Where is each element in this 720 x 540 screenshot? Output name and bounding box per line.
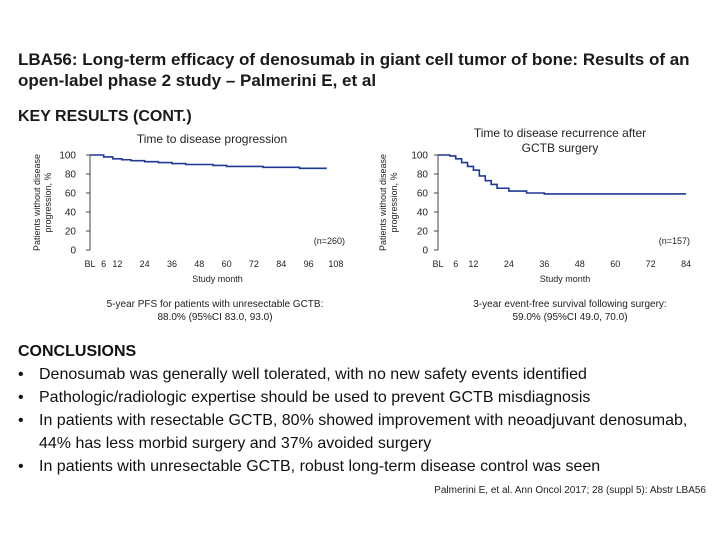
x-tick-label: 48 bbox=[194, 259, 204, 269]
y-axis-label-line: Patients without disease bbox=[378, 154, 388, 251]
n-label: (n=157) bbox=[659, 236, 690, 246]
km-curve bbox=[90, 154, 327, 170]
x-tick-label: 12 bbox=[112, 259, 122, 269]
y-axis-label: Patients without diseaseprogression, % bbox=[32, 154, 53, 251]
x-tick-label: 72 bbox=[646, 259, 656, 269]
x-tick-label: 60 bbox=[222, 259, 232, 269]
chart-time-to-progression: Time to disease progression Patients with… bbox=[0, 125, 370, 290]
km-curve bbox=[438, 154, 687, 195]
x-tick-label: 24 bbox=[504, 259, 514, 269]
y-tick-label: 100 bbox=[59, 151, 76, 162]
citation: Palmerini E, et al. Ann Oncol 2017; 28 (… bbox=[434, 485, 706, 496]
x-tick-label: 72 bbox=[249, 259, 259, 269]
y-axis-label-line: progression, % bbox=[43, 172, 53, 232]
x-tick-label: 12 bbox=[468, 259, 478, 269]
conclusions-heading: CONCLUSIONS bbox=[18, 343, 137, 360]
x-tick-label: 48 bbox=[575, 259, 585, 269]
chart-title-line: Time to disease recurrence after bbox=[474, 126, 646, 140]
x-tick-label: 6 bbox=[453, 259, 458, 269]
y-tick-label: 20 bbox=[417, 227, 429, 238]
y-tick-label: 100 bbox=[411, 151, 428, 162]
conclusion-item: In patients with unresectable GCTB, robu… bbox=[18, 455, 708, 478]
y-tick-label: 40 bbox=[417, 208, 429, 219]
caption-progression: 5-year PFS for patients with unresectabl… bbox=[60, 298, 370, 324]
y-axis-label: Patients without diseaseprogression, % bbox=[378, 154, 399, 251]
chart-title: Time to disease progression bbox=[137, 132, 287, 146]
x-tick-label: 6 bbox=[101, 259, 106, 269]
conclusions-list: Denosumab was generally well tolerated, … bbox=[18, 363, 708, 478]
chart-title: Time to disease recurrence after GCTB sur… bbox=[474, 126, 646, 155]
y-tick-label: 0 bbox=[70, 246, 76, 257]
y-tick-label: 60 bbox=[65, 189, 77, 200]
y-tick-label: 80 bbox=[417, 170, 429, 181]
x-tick-label: 84 bbox=[276, 259, 286, 269]
chart-svg-recurrence: Time to disease recurrence after GCTB sur… bbox=[378, 126, 691, 284]
x-tick-label: 108 bbox=[328, 259, 343, 269]
section-heading: KEY RESULTS (CONT.) bbox=[18, 108, 192, 125]
y-tick-label: 0 bbox=[422, 246, 428, 257]
y-tick-label: 40 bbox=[65, 208, 77, 219]
caption-progression-text: 5-year PFS for patients with unresectabl… bbox=[106, 299, 324, 323]
x-tick-label: 24 bbox=[140, 259, 150, 269]
conclusions: CONCLUSIONS Denosumab was generally well… bbox=[18, 340, 708, 478]
x-tick-label: 36 bbox=[539, 259, 549, 269]
conclusion-item: Pathologic/radiologic expertise should b… bbox=[18, 386, 708, 409]
x-tick-label: 60 bbox=[610, 259, 620, 269]
x-tick-label: 84 bbox=[681, 259, 691, 269]
x-tick-label: BL bbox=[432, 259, 443, 269]
x-axis-label: Study month bbox=[540, 274, 591, 284]
chart-time-to-recurrence: Time to disease recurrence after GCTB sur… bbox=[360, 125, 720, 290]
caption-recurrence: 3-year event-free survival following sur… bbox=[420, 298, 720, 324]
x-tick-label: BL bbox=[84, 259, 95, 269]
x-axis-label: Study month bbox=[192, 274, 243, 284]
caption-recurrence-text: 3-year event-free survival following sur… bbox=[473, 299, 667, 323]
y-axis-label-line: progression, % bbox=[389, 172, 399, 232]
chart-title-line: GCTB surgery bbox=[522, 141, 599, 155]
y-tick-label: 20 bbox=[65, 227, 77, 238]
x-tick-label: 36 bbox=[167, 259, 177, 269]
slide-title: LBA56: Long-term efficacy of denosumab i… bbox=[18, 50, 690, 90]
conclusion-item: In patients with resectable GCTB, 80% sh… bbox=[18, 409, 708, 455]
n-label: (n=260) bbox=[314, 236, 345, 246]
y-tick-label: 60 bbox=[417, 189, 429, 200]
y-tick-label: 80 bbox=[65, 170, 77, 181]
y-axis-label-line: Patients without disease bbox=[32, 154, 42, 251]
chart-svg-progression: Time to disease progression Patients with… bbox=[32, 132, 345, 284]
conclusion-item: Denosumab was generally well tolerated, … bbox=[18, 363, 708, 386]
x-tick-label: 96 bbox=[304, 259, 314, 269]
